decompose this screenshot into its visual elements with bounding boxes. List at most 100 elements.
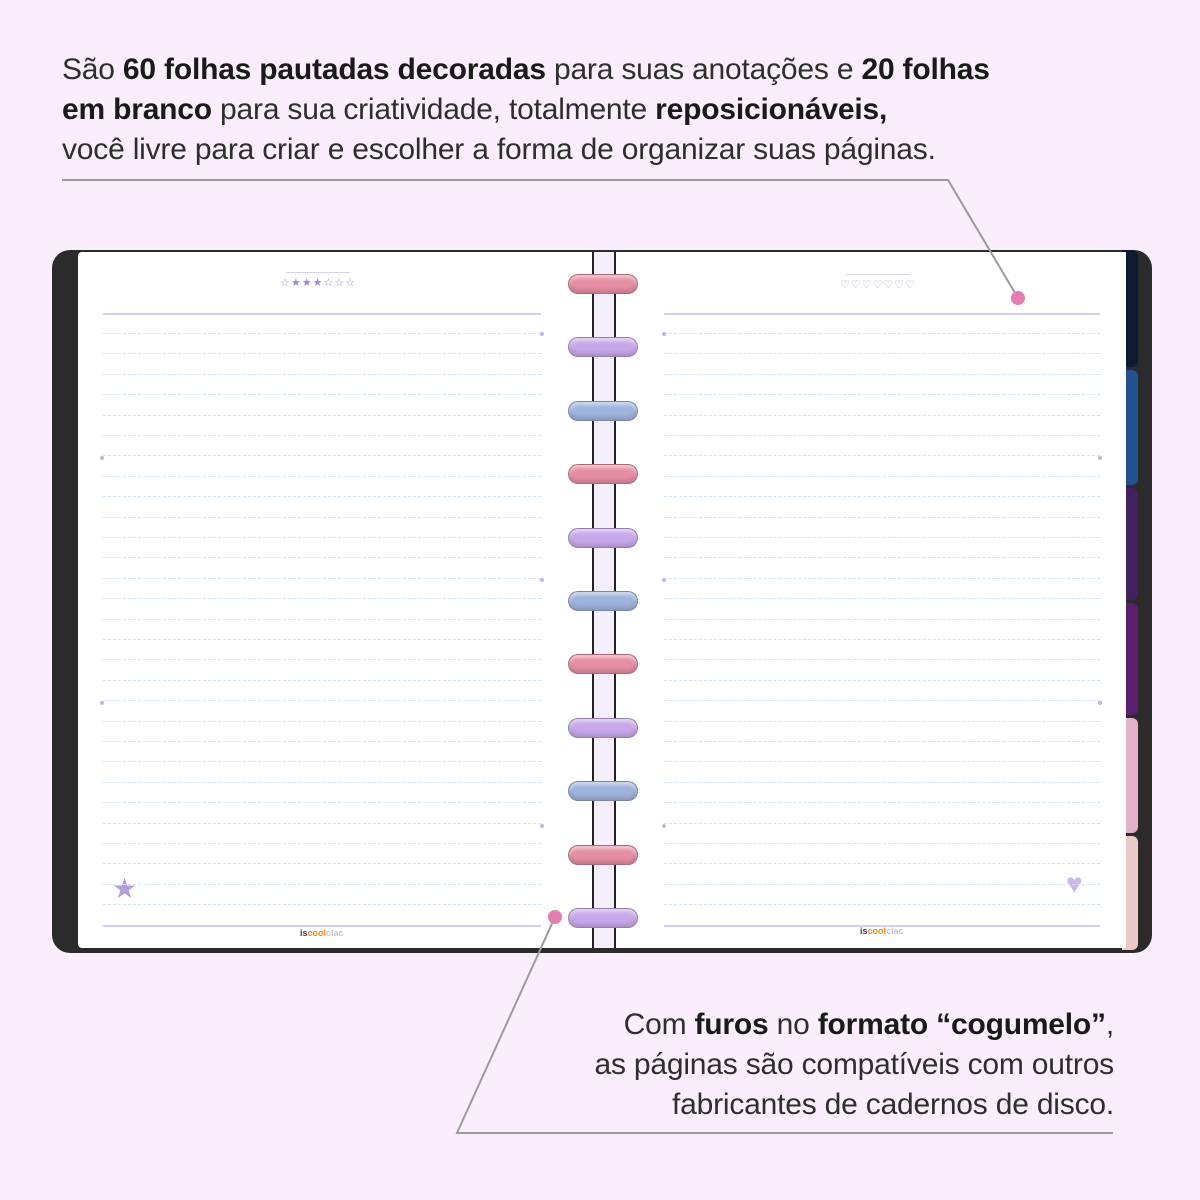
ruled-line <box>103 537 541 538</box>
ruled-line <box>103 721 541 722</box>
ruled-line <box>103 496 541 497</box>
margin-dot <box>662 824 666 828</box>
ruled-line <box>103 659 541 660</box>
disc-ring <box>568 591 638 611</box>
ruled-line <box>103 741 541 742</box>
margin-dot <box>662 578 666 582</box>
ruled-line <box>103 619 541 620</box>
right-page: ♡♡♡♡♡♡♡ iscoolclac ♥ <box>612 252 1126 948</box>
ruled-line <box>103 578 541 579</box>
text-segment: Com <box>623 1008 695 1041</box>
ruled-line <box>664 639 1100 640</box>
highlight-text: 20 folhas <box>861 53 990 86</box>
ruled-line <box>664 476 1100 477</box>
ruled-line <box>664 680 1100 681</box>
ruled-line <box>103 435 541 436</box>
bottom-callout-text: Com furos no formato “cogumelo”, as págin… <box>594 1005 1114 1125</box>
ruled-line <box>103 823 541 824</box>
disc-ring <box>568 464 638 485</box>
divider-tab[interactable] <box>1122 603 1138 715</box>
ruled-line <box>664 496 1100 497</box>
ruled-line <box>664 353 1100 354</box>
margin-dot <box>100 701 104 705</box>
ruled-line <box>103 700 541 701</box>
margin-dot <box>1098 701 1102 705</box>
header-rule <box>664 925 1100 927</box>
ruled-line <box>103 884 541 885</box>
disc-ring <box>568 274 638 294</box>
divider-tab[interactable] <box>1122 370 1138 485</box>
text-segment: para suas anotações e <box>545 53 862 86</box>
disc-ring <box>568 781 638 802</box>
divider-tab[interactable] <box>1122 488 1138 600</box>
ruled-line <box>103 517 541 518</box>
text-segment: para sua criatividade, totalmente <box>211 93 656 126</box>
divider-tab[interactable] <box>1122 718 1138 833</box>
ruled-line <box>664 333 1100 334</box>
ruled-line <box>103 598 541 599</box>
ruled-line <box>664 435 1100 436</box>
ruled-line <box>103 639 541 640</box>
divider-tab[interactable] <box>1122 836 1138 950</box>
ruled-line <box>103 374 541 375</box>
ruled-line <box>664 843 1100 844</box>
star-sticker-icon: ★ <box>112 873 138 904</box>
ruled-line <box>103 680 541 681</box>
ruled-line <box>103 394 541 395</box>
disc-ring <box>568 527 638 548</box>
text-segment: São <box>62 53 123 86</box>
ruled-line <box>664 455 1100 456</box>
divider-tab[interactable] <box>1122 250 1138 367</box>
ruled-line <box>664 415 1100 416</box>
ruled-line <box>664 802 1100 803</box>
ruled-line <box>664 578 1100 579</box>
margin-dot <box>662 332 666 336</box>
text-segment: , <box>1105 1008 1114 1041</box>
header-rule <box>664 313 1100 315</box>
ruled-line <box>664 394 1100 395</box>
ruled-line <box>103 802 541 803</box>
ruled-line <box>103 333 541 334</box>
text-segment: você livre para criar e escolher a forma… <box>62 133 936 166</box>
header-rule <box>103 925 541 927</box>
disc-ring <box>568 908 638 928</box>
highlight-text: 60 folhas pautadas decoradas <box>122 53 546 86</box>
ruled-line <box>103 761 541 762</box>
disc-ring <box>568 717 638 738</box>
left-page: ☆★★★☆☆☆ iscoolclac ★ <box>78 252 592 948</box>
highlight-text: furos <box>694 1008 769 1041</box>
hearts-header-decoration: ♡♡♡♡♡♡♡ <box>840 274 916 291</box>
disc-ring <box>568 337 638 358</box>
header-rule <box>103 313 541 315</box>
ruled-line <box>664 721 1100 722</box>
text-segment: no <box>768 1008 818 1041</box>
disc-ring <box>568 400 638 421</box>
highlight-text: em branco <box>62 93 212 126</box>
margin-dot <box>540 824 544 828</box>
margin-dot <box>1098 456 1102 460</box>
ruled-line <box>103 904 541 905</box>
ruled-line <box>664 517 1100 518</box>
heart-planet-sticker-icon: ♥ <box>1066 868 1083 899</box>
brand-logo: iscoolclac <box>300 928 344 938</box>
ruled-line <box>664 863 1100 864</box>
ruled-line <box>103 843 541 844</box>
stars-header-decoration: ☆★★★☆☆☆ <box>280 272 356 289</box>
ruled-line <box>103 455 541 456</box>
top-callout-text: São 60 folhas pautadas decoradas para su… <box>62 50 990 170</box>
ruled-line <box>103 557 541 558</box>
margin-dot <box>540 332 544 336</box>
ruled-line <box>103 863 541 864</box>
ruled-line <box>664 904 1100 905</box>
ruled-line <box>664 761 1100 762</box>
ruled-line <box>664 741 1100 742</box>
ruled-line <box>664 700 1100 701</box>
ruled-line <box>664 659 1100 660</box>
brand-logo: iscoolclac <box>860 926 904 936</box>
text-segment: fabricantes de cadernos de disco. <box>671 1088 1114 1121</box>
highlight-text: formato “cogumelo” <box>817 1008 1106 1041</box>
ruled-line <box>664 537 1100 538</box>
ruled-line <box>664 619 1100 620</box>
ruled-line <box>103 476 541 477</box>
ruled-line <box>103 353 541 354</box>
